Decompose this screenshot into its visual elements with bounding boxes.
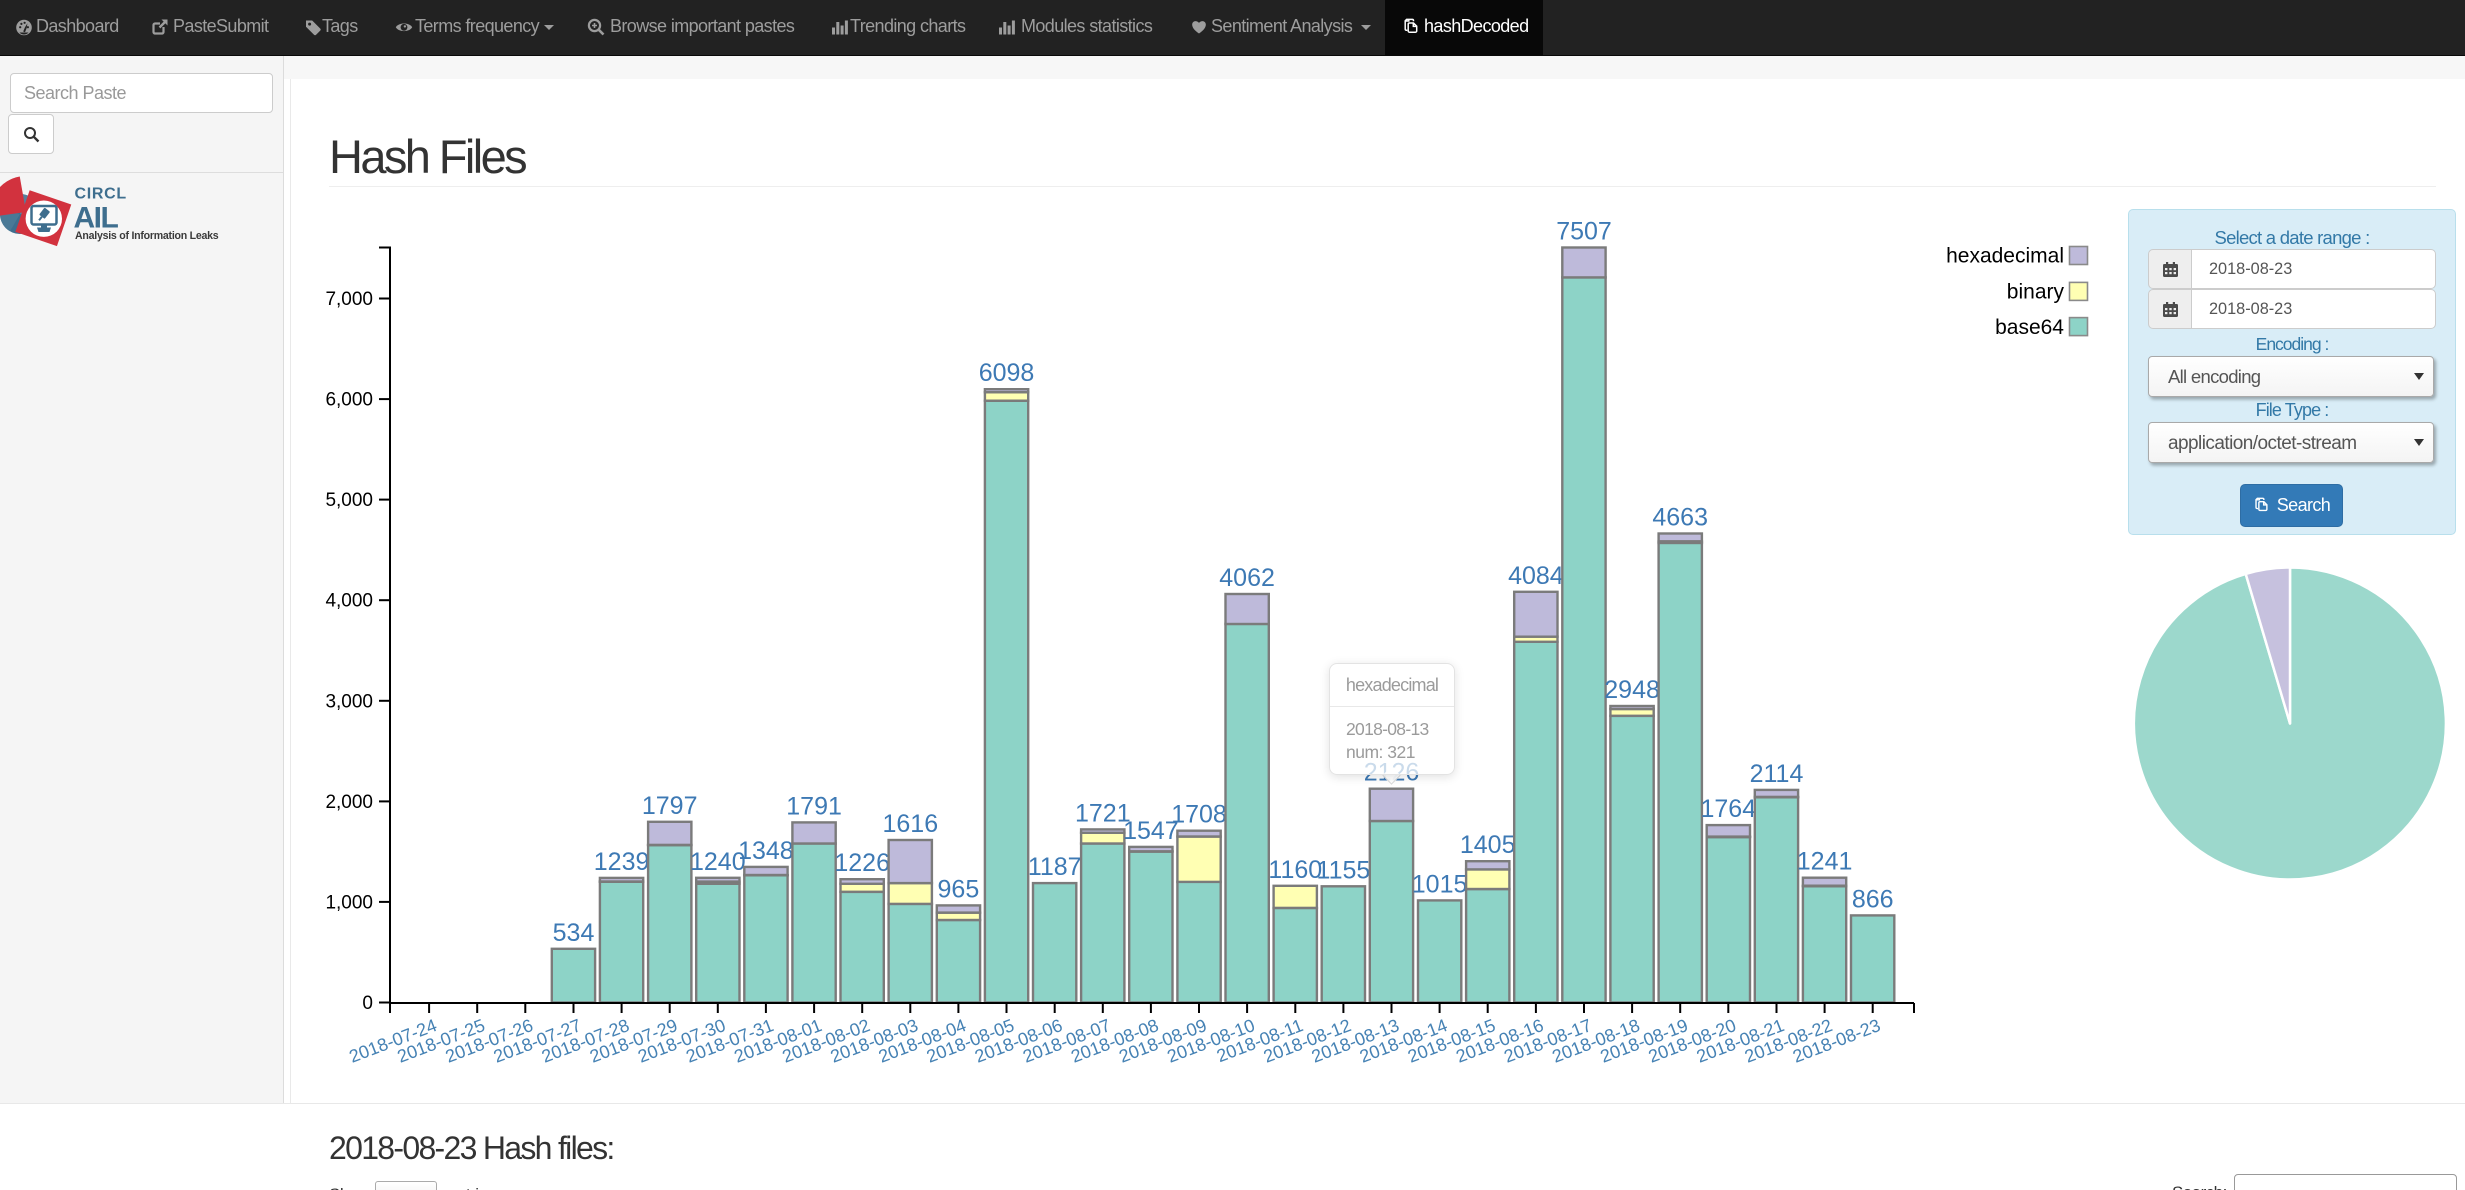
- svg-text:base64: base64: [1995, 316, 2064, 339]
- svg-text:1160: 1160: [1268, 856, 1322, 884]
- svg-text:6,000: 6,000: [325, 390, 373, 411]
- svg-text:CIRCL: CIRCL: [75, 186, 127, 203]
- svg-text:1616: 1616: [882, 810, 938, 838]
- svg-text:2948: 2948: [1604, 676, 1660, 704]
- svg-text:1187: 1187: [1028, 853, 1082, 881]
- svg-text:5,000: 5,000: [325, 490, 373, 511]
- svg-text:6098: 6098: [979, 359, 1035, 387]
- svg-text:3,000: 3,000: [325, 691, 373, 712]
- svg-text:1015: 1015: [1412, 870, 1468, 898]
- svg-text:866: 866: [1852, 885, 1894, 913]
- svg-text:1226: 1226: [834, 849, 890, 877]
- svg-text:965: 965: [938, 875, 980, 903]
- svg-text:1764: 1764: [1700, 795, 1756, 823]
- svg-text:1,000: 1,000: [325, 892, 373, 913]
- svg-text:1240: 1240: [690, 848, 746, 876]
- svg-text:1239: 1239: [594, 848, 650, 876]
- svg-text:7507: 7507: [1556, 218, 1612, 246]
- svg-text:1721: 1721: [1075, 799, 1131, 827]
- svg-text:AIL: AIL: [74, 202, 119, 235]
- svg-text:binary: binary: [2007, 281, 2065, 304]
- svg-text:1791: 1791: [786, 792, 842, 820]
- svg-text:1708: 1708: [1171, 801, 1227, 829]
- svg-text:7,000: 7,000: [325, 289, 373, 310]
- svg-text:2,000: 2,000: [325, 792, 373, 813]
- svg-text:1348: 1348: [738, 837, 794, 865]
- svg-text:hexadecimal: hexadecimal: [1946, 245, 2064, 268]
- svg-text:1797: 1797: [642, 792, 698, 820]
- svg-text:1547: 1547: [1123, 817, 1179, 845]
- svg-text:534: 534: [553, 919, 595, 947]
- svg-text:4062: 4062: [1219, 564, 1275, 592]
- svg-text:0: 0: [362, 993, 373, 1014]
- svg-text:4,000: 4,000: [325, 591, 373, 612]
- svg-text:1405: 1405: [1460, 831, 1516, 859]
- svg-text:Analysis of Information Leaks: Analysis of Information Leaks: [75, 230, 219, 242]
- svg-text:1155: 1155: [1317, 856, 1371, 884]
- svg-text:2114: 2114: [1750, 760, 1804, 788]
- svg-text:1241: 1241: [1797, 848, 1853, 876]
- svg-text:4663: 4663: [1652, 504, 1708, 532]
- svg-text:4084: 4084: [1508, 562, 1564, 590]
